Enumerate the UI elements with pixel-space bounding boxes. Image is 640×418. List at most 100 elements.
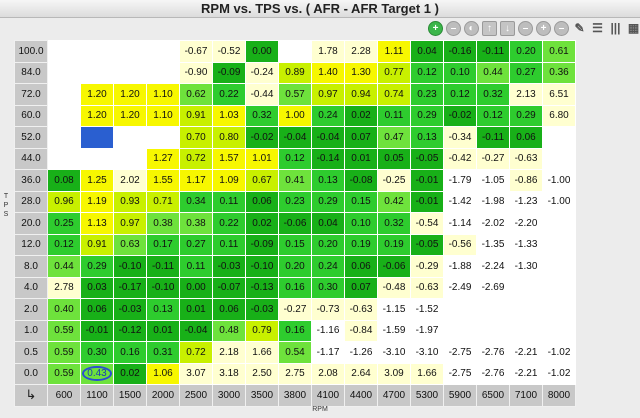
table-cell[interactable]: 1.19 [80, 190, 114, 213]
table-cell[interactable]: 0.29 [509, 104, 543, 127]
table-cell[interactable]: -0.14 [311, 147, 345, 170]
table-cell[interactable]: 0.20 [311, 233, 345, 256]
table-cell[interactable]: -0.42 [443, 147, 477, 170]
table-cell[interactable]: 0.11 [212, 233, 246, 256]
table-cell[interactable]: 0.57 [278, 83, 312, 106]
table-cell[interactable]: 0.11 [179, 255, 213, 278]
table-cell[interactable]: 0.47 [377, 126, 411, 149]
table-cell[interactable] [47, 83, 81, 106]
axis-swap-button[interactable]: ↳ [14, 384, 48, 407]
table-cell[interactable]: -1.23 [509, 190, 543, 213]
table-cell[interactable]: -1.52 [410, 298, 444, 321]
smooth-icon[interactable]: ◐ [464, 21, 479, 36]
rpm-column-header[interactable]: 2000 [146, 384, 180, 407]
table-cell[interactable]: 0.07 [344, 276, 378, 299]
tps-row-header[interactable]: 84.0 [14, 61, 48, 84]
tps-row-header[interactable]: 0.0 [14, 362, 48, 385]
rpm-column-header[interactable]: 5900 [443, 384, 477, 407]
table-cell[interactable]: 0.44 [47, 255, 81, 278]
table-cell[interactable]: -0.01 [410, 169, 444, 192]
table-cell[interactable]: 0.12 [410, 61, 444, 84]
table-cell[interactable]: 0.08 [47, 169, 81, 192]
table-cell[interactable]: -2.20 [509, 212, 543, 235]
move-down-icon[interactable]: ↓ [500, 21, 515, 36]
table-cell[interactable]: 0.94 [344, 83, 378, 106]
table-cell[interactable]: -1.98 [476, 190, 510, 213]
table-cell[interactable]: 0.61 [542, 40, 576, 63]
table-cell[interactable]: 0.04 [311, 212, 345, 235]
tps-row-header[interactable]: 28.0 [14, 190, 48, 213]
table-cell[interactable]: 0.16 [278, 319, 312, 342]
table-cell[interactable]: 0.05 [377, 147, 411, 170]
table-cell[interactable]: -0.06 [278, 212, 312, 235]
table-cell[interactable]: 1.00 [278, 104, 312, 127]
table-cell[interactable]: -1.88 [443, 255, 477, 278]
table-cell[interactable] [80, 126, 114, 149]
table-cell[interactable]: -0.67 [179, 40, 213, 63]
table-cell[interactable] [113, 147, 147, 170]
pencil-icon[interactable]: ✎ [574, 21, 585, 35]
table-cell[interactable]: -1.16 [311, 319, 345, 342]
table-cell[interactable]: 2.78 [47, 276, 81, 299]
table-cell[interactable]: -0.09 [212, 61, 246, 84]
table-cell[interactable]: -0.09 [245, 233, 279, 256]
table-cell[interactable]: 0.24 [311, 255, 345, 278]
table-cell[interactable]: 0.01 [179, 298, 213, 321]
table-cell[interactable]: -0.01 [80, 319, 114, 342]
table-cell[interactable]: -1.97 [410, 319, 444, 342]
table-cell[interactable]: -0.52 [212, 40, 246, 63]
table-cell[interactable] [542, 212, 576, 235]
table-cell[interactable]: -1.26 [344, 341, 378, 364]
table-cell[interactable]: 1.10 [146, 83, 180, 106]
table-cell[interactable]: 0.70 [179, 126, 213, 149]
table-cell[interactable]: 0.71 [146, 190, 180, 213]
table-cell[interactable]: 0.11 [212, 190, 246, 213]
table-cell[interactable]: 3.18 [212, 362, 246, 385]
table-cell[interactable] [542, 276, 576, 299]
table-cell[interactable]: 0.96 [47, 190, 81, 213]
table-cell[interactable]: -0.17 [113, 276, 147, 299]
table-cell[interactable] [542, 255, 576, 278]
table-cell[interactable]: -0.44 [245, 83, 279, 106]
table-cell[interactable]: -0.04 [278, 126, 312, 149]
table-cell[interactable]: 0.12 [443, 83, 477, 106]
table-cell[interactable] [542, 298, 576, 321]
table-cell[interactable]: -0.10 [113, 255, 147, 278]
table-cell[interactable]: 2.64 [344, 362, 378, 385]
tps-row-header[interactable]: 44.0 [14, 147, 48, 170]
remove-icon[interactable]: – [446, 21, 461, 36]
table-cell[interactable]: 1.13 [80, 212, 114, 235]
table-cell[interactable]: 0.44 [476, 61, 510, 84]
table-cell[interactable]: 0.91 [80, 233, 114, 256]
table-cell[interactable]: 0.80 [212, 126, 246, 149]
table-cell[interactable]: -0.06 [377, 255, 411, 278]
table-cell[interactable]: 6.51 [542, 83, 576, 106]
table-cell[interactable]: 0.13 [311, 169, 345, 192]
table-cell[interactable]: -0.48 [377, 276, 411, 299]
table-cell[interactable]: -0.16 [443, 40, 477, 63]
table-cell[interactable]: -0.03 [245, 298, 279, 321]
table-cell[interactable]: -0.56 [443, 233, 477, 256]
table-cell[interactable]: 0.30 [80, 341, 114, 364]
table-cell[interactable]: 0.67 [245, 169, 279, 192]
tps-row-header[interactable]: 0.5 [14, 341, 48, 364]
rpm-column-header[interactable]: 6500 [476, 384, 510, 407]
table-cell[interactable]: 0.06 [80, 298, 114, 321]
table-cell[interactable]: 0.30 [311, 276, 345, 299]
table-cell[interactable]: 1.57 [212, 147, 246, 170]
table-cell[interactable]: -2.69 [476, 276, 510, 299]
table-cell[interactable]: 0.06 [509, 126, 543, 149]
table-cell[interactable]: 1.78 [311, 40, 345, 63]
table-cell[interactable] [146, 40, 180, 63]
table-cell[interactable]: 0.06 [344, 255, 378, 278]
table-cell[interactable]: 0.27 [509, 61, 543, 84]
rpm-column-header[interactable]: 2500 [179, 384, 213, 407]
table-cell[interactable] [113, 61, 147, 84]
table-cell[interactable]: -1.17 [311, 341, 345, 364]
table-cell[interactable]: 1.20 [113, 83, 147, 106]
table-cell[interactable]: -0.11 [476, 40, 510, 63]
table-cell[interactable]: 0.38 [146, 212, 180, 235]
table-cell[interactable]: -0.02 [443, 104, 477, 127]
table-cell[interactable]: 0.91 [179, 104, 213, 127]
list-view-icon[interactable]: ☰ [592, 21, 603, 35]
